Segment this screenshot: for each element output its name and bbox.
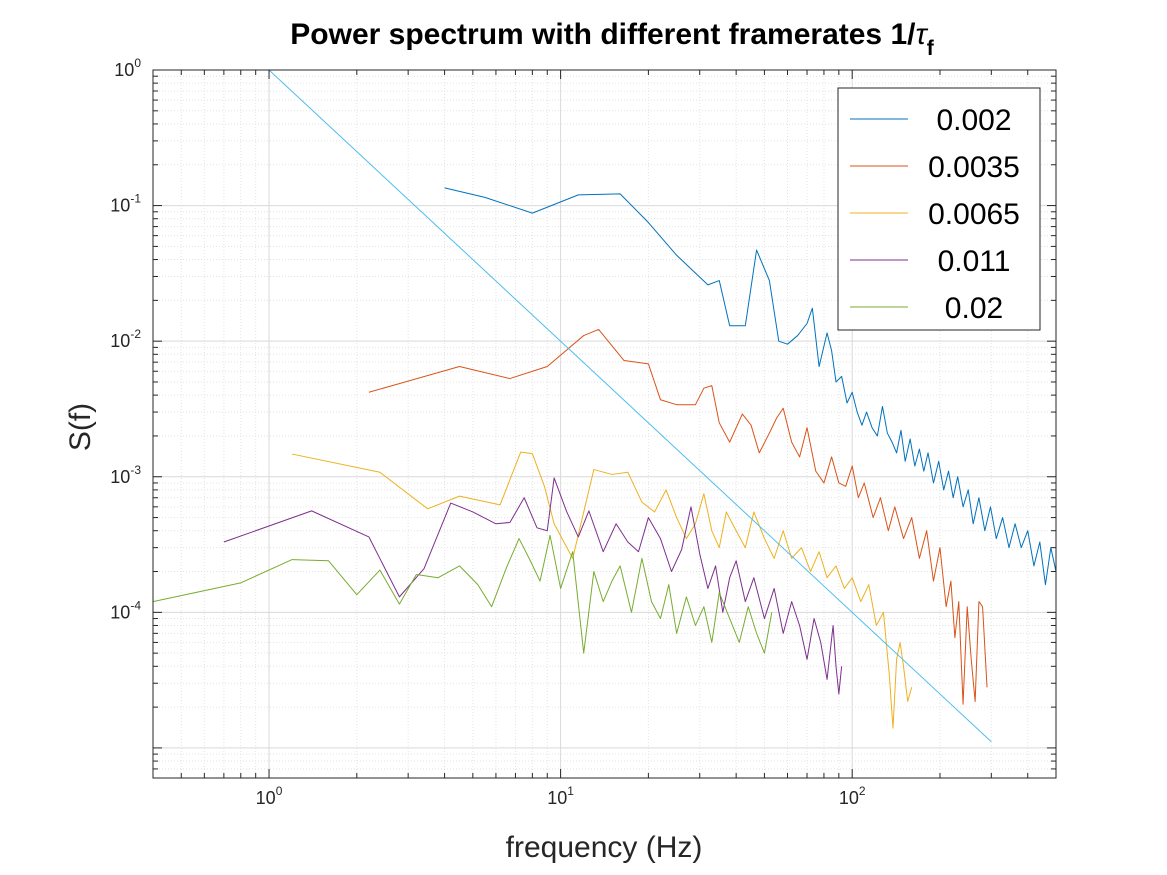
series-line-0.011 xyxy=(223,477,843,695)
y-tick-label: 10-4 xyxy=(110,598,141,622)
legend-label: 0.0035 xyxy=(928,151,1020,184)
chart-title: Power spectrum with different framerates… xyxy=(290,18,934,60)
legend-label: 0.02 xyxy=(945,292,1003,325)
series-line-reference xyxy=(268,69,992,743)
series-line-0.0035 xyxy=(368,328,988,705)
plot-frame xyxy=(152,69,1057,779)
legend-label: 0.0065 xyxy=(928,198,1020,231)
legend-label: 0.002 xyxy=(936,104,1011,137)
legend-label: 0.011 xyxy=(938,245,1011,278)
x-tick-label: 100 xyxy=(256,784,283,808)
y-tick-label: 10-1 xyxy=(110,192,141,216)
legend: 0.002 0.0035 0.0065 0.011 0.02 xyxy=(837,87,1041,331)
y-axis-label: S(f) xyxy=(64,403,97,451)
y-tick-label: 100 xyxy=(114,56,141,80)
x-tick-label: 102 xyxy=(839,784,866,808)
series-lines xyxy=(152,69,1057,743)
legend-box xyxy=(837,87,1041,331)
x-axis-label: frequency (Hz) xyxy=(506,831,703,864)
y-tick-label: 10-2 xyxy=(110,327,141,351)
series-line-0.02 xyxy=(152,534,773,654)
series-line-0.0065 xyxy=(292,451,913,729)
x-tick-label: 101 xyxy=(547,784,574,808)
y-tick-label: 10-3 xyxy=(110,463,141,487)
series-line-0.002 xyxy=(444,187,1057,586)
axis-ticks: 100 101 102 100 10-1 10-2 10-3 10-4 xyxy=(110,56,1057,808)
